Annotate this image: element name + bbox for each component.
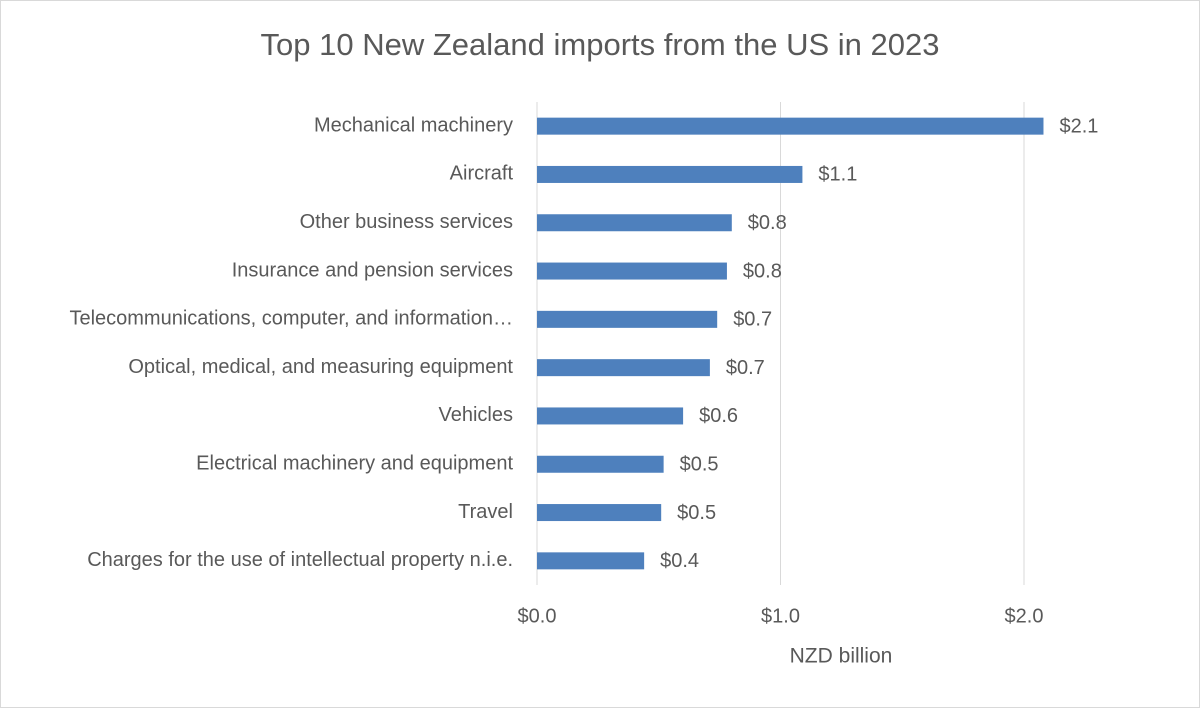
y-tick-label: Telecommunications, computer, and inform… [69, 308, 513, 330]
bar [537, 310, 718, 328]
value-label: $0.8 [748, 212, 787, 234]
y-tick-label: Vehicles [439, 404, 514, 426]
value-label: $0.4 [660, 550, 699, 572]
bar [537, 262, 727, 280]
y-tick-label: Aircraft [450, 163, 514, 185]
bar [537, 407, 684, 425]
y-tick-label: Electrical machinery and equipment [196, 453, 513, 475]
bar [537, 165, 803, 183]
y-tick-label: Insurance and pension services [232, 259, 513, 281]
value-label: $0.6 [699, 405, 738, 427]
bar [537, 117, 1044, 135]
value-label: $0.7 [726, 357, 765, 379]
value-label: $0.8 [743, 260, 782, 282]
y-tick-label: Charges for the use of intellectual prop… [87, 549, 513, 571]
y-tick-label: Travel [458, 501, 513, 523]
chart-title: Top 10 New Zealand imports from the US i… [261, 27, 940, 62]
bar [537, 359, 710, 377]
x-tick-label: $2.0 [1005, 605, 1044, 627]
bar [537, 504, 662, 522]
x-axis-title: NZD billion [790, 645, 893, 668]
y-tick-label: Optical, medical, and measuring equipmen… [128, 356, 513, 378]
y-tick-label: Other business services [300, 211, 513, 233]
bar [537, 214, 732, 232]
value-label: $0.5 [680, 454, 719, 476]
bar [537, 455, 664, 473]
value-label: $2.1 [1059, 115, 1098, 137]
value-label: $0.7 [733, 309, 772, 331]
value-label: $0.5 [677, 502, 716, 524]
value-label: $1.1 [818, 164, 857, 186]
x-tick-label: $1.0 [761, 605, 800, 627]
x-tick-label: $0.0 [518, 605, 557, 627]
y-tick-label: Mechanical machinery [314, 114, 513, 136]
bar [537, 552, 645, 570]
